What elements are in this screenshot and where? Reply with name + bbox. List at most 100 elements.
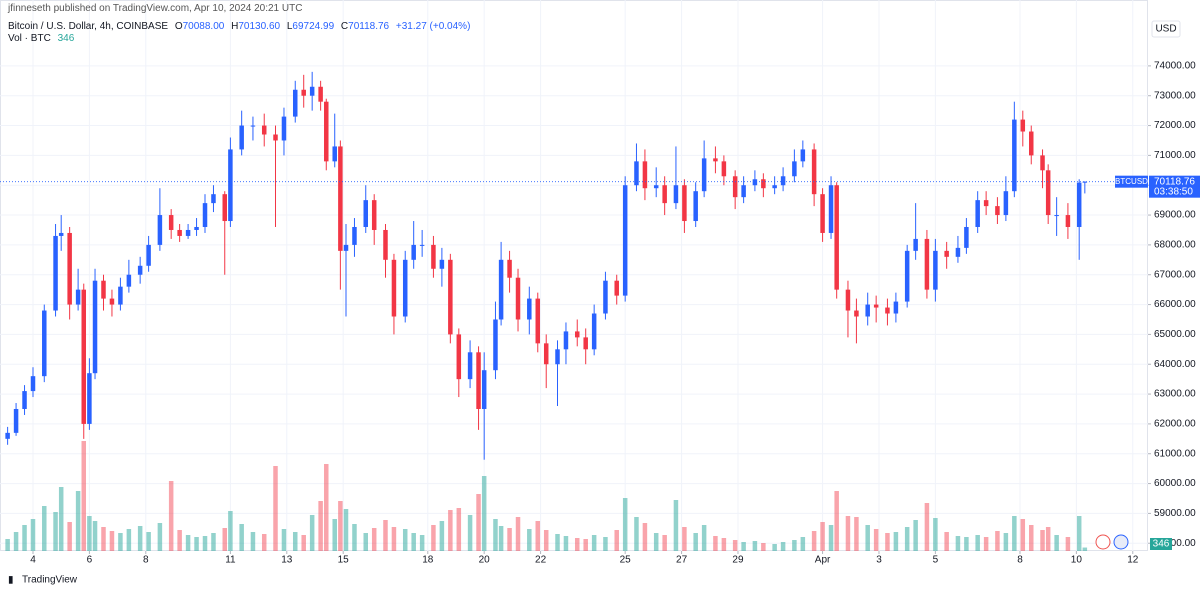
volume-bar [194,537,199,551]
candle-body [507,259,512,278]
volume-bar [118,533,123,551]
candle-body [1012,119,1017,192]
candle-body [343,244,349,251]
x-tick-label: 15 [338,555,350,566]
y-tick-label: 60000.00 [1154,478,1196,489]
volume-bar [439,521,445,551]
volume-bar [30,519,36,551]
candle-body [682,185,687,222]
volume-bar [885,533,890,551]
candle-body [332,146,337,162]
x-tick-label: 3 [876,555,882,566]
symbol-label: BTCUSD [1115,177,1148,186]
candle-body [498,259,504,320]
candle-body [1003,191,1009,216]
candle-body [1082,181,1088,183]
x-tick-label: 8 [1017,555,1023,566]
x-tick-label: 20 [479,555,491,566]
candle-body [456,334,462,380]
volume-bar [924,503,930,551]
volume-bar [574,538,580,551]
ohlc-value: 69724.99 [292,21,335,32]
volume-bar [67,522,72,551]
candle-body [591,313,597,350]
y-tick-label: 68000.00 [1154,240,1196,251]
volume-bar [332,519,337,551]
volume-bar [92,521,98,551]
candle-body [772,185,777,189]
volume-bar [22,525,27,551]
volume-bar [772,544,777,551]
volume-bar [324,464,329,551]
volume-bar [614,530,619,551]
volume-bar [168,481,174,551]
x-tick-label: 6 [87,555,93,566]
candle-body [13,408,19,433]
candle-body [1020,119,1026,132]
candle-body [250,125,256,127]
candle-body [211,194,216,204]
volume-bar [682,527,687,551]
candle-body [583,337,588,350]
volume-bar [1045,527,1051,551]
volume-bar [515,517,521,551]
candle-body [1054,215,1059,217]
y-tick-label: 59000.00 [1154,508,1196,519]
candle-body [185,229,191,236]
event-icon[interactable] [1095,534,1111,550]
volume-bar [239,524,244,551]
x-tick-label: Apr [815,555,831,566]
candle-body [885,307,890,314]
volume-bar [228,511,233,551]
candle-body [780,176,786,186]
currency-label: USD [1155,24,1176,35]
candle-body [955,247,961,257]
volume-bar [281,529,287,551]
volume-bar [983,537,989,551]
candle-body [402,259,408,317]
candle-body [239,125,244,150]
volume-bar [713,536,718,551]
volume-badge [1150,538,1172,550]
candle-body [653,185,659,189]
candle-body [177,229,182,236]
candle-body [411,244,416,260]
candle-body [622,185,628,296]
currency-box[interactable] [1151,20,1181,38]
candle-layer [5,71,1088,460]
candle-body [732,176,738,198]
volume-bar [58,487,64,551]
volume-bar [343,509,349,551]
candle-body [448,259,453,335]
volume-bar [109,531,115,551]
volume-bar [137,526,143,551]
y-tick-label: 66000.00 [1154,299,1196,310]
volume-bar [555,534,560,551]
candle-body [371,200,377,230]
candle-body [983,200,989,207]
volume-bar [185,535,191,551]
volume-bar [563,536,569,551]
volume-bar [662,535,667,551]
candle-body [1076,182,1082,227]
volume-bar [944,532,949,551]
volume-bar [476,494,481,551]
volume-bar [1012,516,1017,551]
candle-body [574,331,580,338]
candle-body [854,310,859,317]
candle-body [81,289,87,424]
volume-bar [792,540,797,551]
flag-icon[interactable] [1113,534,1129,550]
y-tick-label: 65000.00 [1154,329,1196,340]
candle-body [476,352,481,409]
volume-bar [261,534,267,551]
volume-bar [1040,530,1045,551]
volume-bar [467,515,473,551]
x-tick-label: 4 [30,555,36,566]
volume-bar [828,525,834,551]
candle-body [933,250,938,290]
candle-body [752,179,758,186]
candle-body [383,229,388,260]
